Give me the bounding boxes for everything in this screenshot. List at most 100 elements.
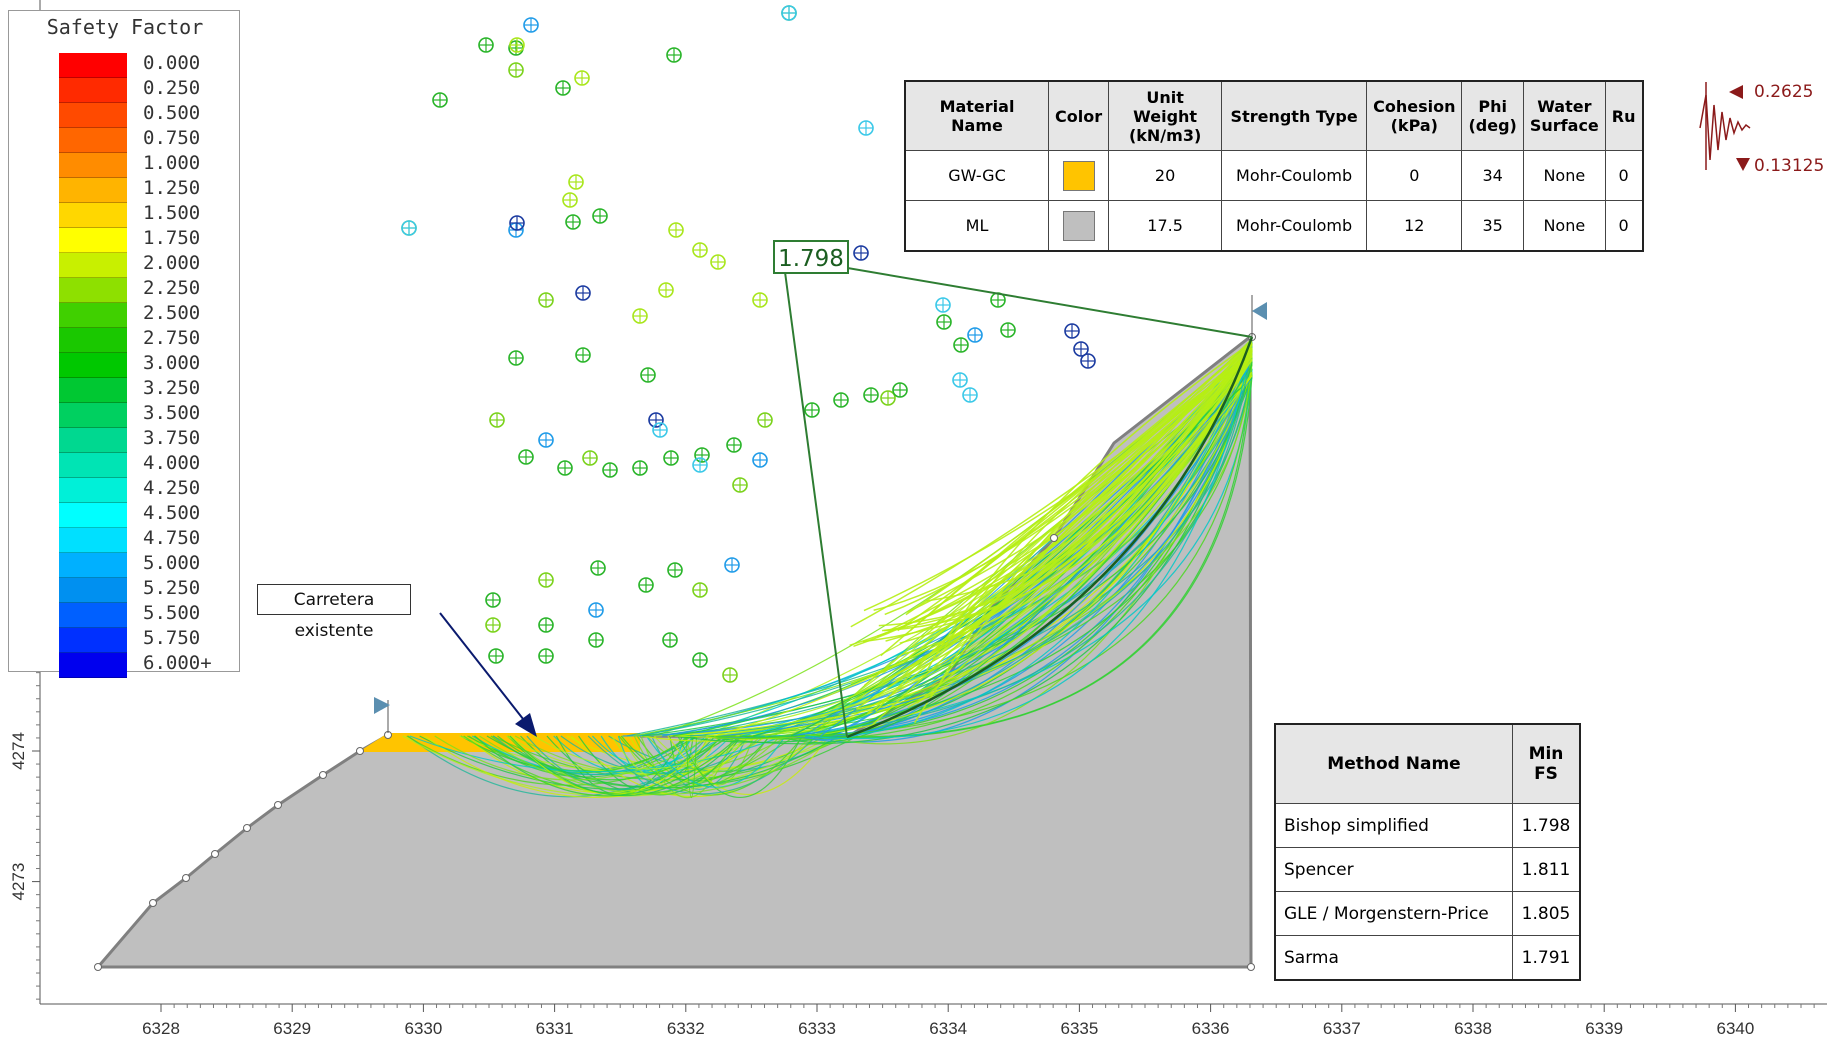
legend-label: 4.250 (143, 478, 200, 498)
legend-label: 4.500 (143, 503, 200, 523)
legend-entry: 0.250 (9, 78, 189, 103)
legend-entry: 0.000 (9, 53, 189, 78)
materials-table: Material Name Color Unit Weight (kN/m3) S… (904, 80, 1644, 252)
table-row: Bishop simplified 1.798 (1275, 804, 1580, 848)
slope-vertex (1248, 964, 1255, 971)
slope-vertex (150, 900, 157, 907)
slope-vertex (244, 825, 251, 832)
legend-label: 3.750 (143, 428, 200, 448)
legend-swatch (59, 478, 127, 503)
legend-label: 0.500 (143, 103, 200, 123)
legend-label: 1.000 (143, 153, 200, 173)
legend-swatch (59, 428, 127, 453)
y-tick-label: 4273 (9, 863, 28, 901)
legend-entry: 2.500 (9, 303, 189, 328)
legend-entry: 2.750 (9, 328, 189, 353)
legend-label: 1.750 (143, 228, 200, 248)
slope-vertex (1051, 535, 1058, 542)
legend-label: 0.750 (143, 128, 200, 148)
legend-swatch (59, 178, 127, 203)
legend-entry: 3.750 (9, 428, 189, 453)
x-tick-label: 6332 (667, 1019, 705, 1038)
x-tick-label: 6334 (929, 1019, 967, 1038)
legend-label: 3.500 (143, 403, 200, 423)
legend-entry: 0.500 (9, 103, 189, 128)
legend-label: 5.250 (143, 578, 200, 598)
legend-entry: 1.000 (9, 153, 189, 178)
legend-label: 2.750 (143, 328, 200, 348)
col-ru: Ru (1605, 81, 1642, 151)
legend-label: 5.750 (143, 628, 200, 648)
legend-label: 2.000 (143, 253, 200, 273)
col-material-name: Material Name (905, 81, 1049, 151)
legend-swatch (59, 503, 127, 528)
table-row: ML 17.5 Mohr-Coulomb 12 35 None 0 (905, 201, 1643, 252)
annotation-arrow-line (440, 613, 527, 724)
legend-label: 0.250 (143, 78, 200, 98)
legend-label: 6.000+ (143, 653, 212, 673)
legend-swatch (59, 153, 127, 178)
x-tick-label: 6339 (1585, 1019, 1623, 1038)
legend-entry: 3.500 (9, 403, 189, 428)
legend-entry: 5.750 (9, 628, 189, 653)
legend-entry: 5.500 (9, 603, 189, 628)
legend-swatch (59, 653, 127, 678)
legend-entry: 1.250 (9, 178, 189, 203)
legend-entry: 1.500 (9, 203, 189, 228)
slope-vertex (357, 748, 364, 755)
slope-vertex (95, 964, 102, 971)
legend-label: 1.500 (143, 203, 200, 223)
col-color: Color (1049, 81, 1109, 151)
legend-label: 2.250 (143, 278, 200, 298)
legend-entry: 2.000 (9, 253, 189, 278)
legend-label: 1.250 (143, 178, 200, 198)
x-tick-label: 6335 (1060, 1019, 1098, 1038)
legend-swatch (59, 378, 127, 403)
methods-table: Method Name Min FS Bishop simplified 1.79… (1274, 723, 1581, 981)
slope-vertex (320, 772, 327, 779)
col-min-fs: Min FS (1513, 724, 1581, 804)
x-tick-label: 6340 (1716, 1019, 1754, 1038)
legend-label: 5.500 (143, 603, 200, 623)
legend-entry: 4.750 (9, 528, 189, 553)
legend-swatch (59, 253, 127, 278)
legend-swatch (59, 603, 127, 628)
slope-vertex (212, 851, 219, 858)
x-tick-label: 6331 (536, 1019, 574, 1038)
legend-entry: 4.000 (9, 453, 189, 478)
legend-swatch (59, 328, 127, 353)
legend-swatch (59, 228, 127, 253)
legend-swatch (59, 628, 127, 653)
x-tick-label: 6336 (1192, 1019, 1230, 1038)
legend-label: 3.000 (143, 353, 200, 373)
col-unit-weight: Unit Weight (kN/m3) (1109, 81, 1222, 151)
legend-swatch (59, 128, 127, 153)
x-tick-label: 6330 (404, 1019, 442, 1038)
legend-swatch (59, 103, 127, 128)
right-limit-marker (1252, 302, 1267, 320)
x-tick-label: 6337 (1323, 1019, 1361, 1038)
x-tick-label: 6333 (798, 1019, 836, 1038)
legend-entry: 6.000+ (9, 653, 189, 678)
table-row: GLE / Morgenstern-Price 1.805 (1275, 892, 1580, 936)
legend-entry: 0.750 (9, 128, 189, 153)
legend-swatch (59, 403, 127, 428)
legend-swatch (59, 553, 127, 578)
legend-entry: 3.250 (9, 378, 189, 403)
legend-swatch (59, 203, 127, 228)
table-row: GW-GC 20 Mohr-Coulomb 0 34 None 0 (905, 151, 1643, 201)
legend-entry: 1.750 (9, 228, 189, 253)
legend-label: 4.750 (143, 528, 200, 548)
material-color-swatch (1063, 161, 1095, 191)
legend-entry: 2.250 (9, 278, 189, 303)
legend-swatch (59, 578, 127, 603)
road-annotation: Carretera existente (257, 584, 411, 615)
col-cohesion: Cohesion (kPa) (1367, 81, 1462, 151)
legend-entry: 5.250 (9, 578, 189, 603)
min-fs-label: 1.798 (773, 240, 849, 274)
y-tick-label: 4274 (9, 732, 28, 770)
legend-label: 3.250 (143, 378, 200, 398)
legend-entry: 3.000 (9, 353, 189, 378)
x-tick-label: 6338 (1454, 1019, 1492, 1038)
table-row: Sarma 1.791 (1275, 936, 1580, 981)
